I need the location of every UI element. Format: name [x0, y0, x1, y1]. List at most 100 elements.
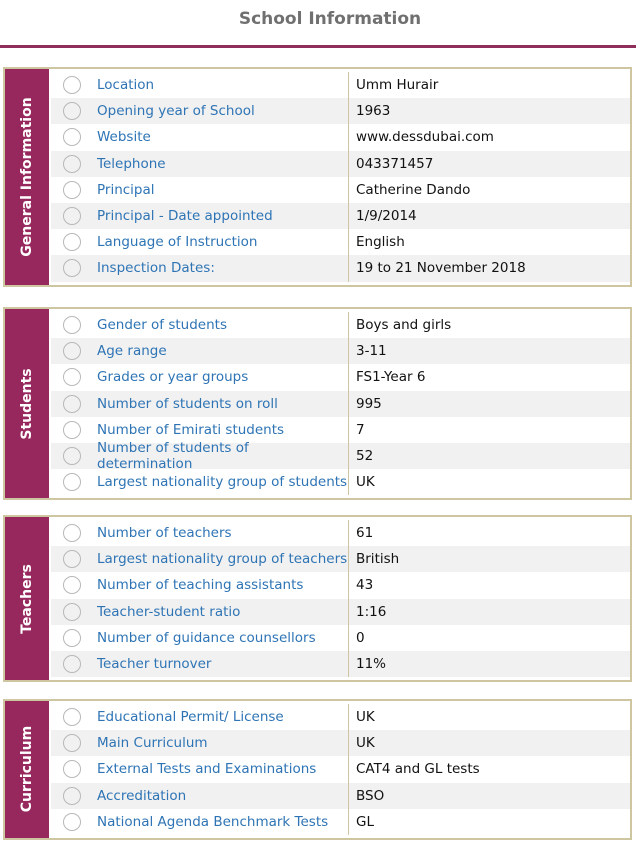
row: Number of Emirati students 7: [51, 416, 630, 443]
title-rule: [0, 45, 636, 48]
row-value: 43: [356, 577, 374, 594]
page-title: School Information: [238, 9, 422, 29]
icon: [63, 708, 81, 727]
icon: [63, 447, 81, 466]
row-label: Website: [93, 124, 349, 151]
row-value: CAT4 and GL tests: [356, 761, 480, 778]
icon: [63, 655, 81, 674]
icon-cell: [51, 469, 93, 495]
icon-cell: [51, 124, 93, 150]
section: Curriculum Educational Permit/ License UK M…: [3, 699, 632, 840]
row: External Tests and Examinations CAT4 and …: [51, 756, 630, 783]
row: Number of students on roll 995: [51, 390, 630, 417]
icon: [63, 628, 81, 647]
row: Location Umm Hurair: [51, 72, 630, 99]
row-value: English: [356, 234, 405, 251]
row-label: Inspection Dates:: [93, 255, 349, 282]
section-name: Teachers: [19, 563, 35, 634]
row: Gender of students Boys and girls: [51, 312, 630, 339]
icon: [63, 368, 81, 387]
icon-cell: [51, 391, 93, 417]
section-rows: Number of teachers 61 Largest nationality …: [49, 517, 630, 680]
icon-cell: [51, 203, 93, 229]
row: Grades or year groups FS1-Year 6: [51, 364, 630, 391]
section-side: Curriculum: [5, 701, 49, 838]
row-label: Location: [93, 72, 349, 99]
row-label: Largest nationality group of teachers: [93, 546, 349, 573]
row: Number of guidance counsellors 0: [51, 624, 630, 651]
icon: [63, 154, 81, 173]
row-label: Teacher turnover: [93, 650, 349, 678]
icon-cell: [51, 730, 93, 756]
row: National Agenda Benchmark Tests GL: [51, 808, 630, 835]
row-label: Age range: [93, 338, 349, 365]
row-value: FS1-Year 6: [356, 369, 426, 386]
icon-cell: [51, 312, 93, 338]
row-label: Educational Permit/ License: [93, 704, 349, 731]
icon-cell: [51, 756, 93, 782]
icon: [63, 576, 81, 595]
row: Main Curriculum UK: [51, 730, 630, 757]
row-label: Accreditation: [93, 782, 349, 809]
row-label: Principal - Date appointed: [93, 202, 349, 230]
row: Teacher-student ratio 1:16: [51, 598, 630, 625]
icon: [63, 316, 81, 335]
icon-cell: [51, 177, 93, 203]
section: General Information Location Umm Hurair Ope…: [3, 67, 632, 287]
icon: [63, 550, 81, 569]
row: Number of students of determination 52: [51, 440, 630, 472]
icon: [63, 259, 81, 278]
row-label: Number of students of determination: [93, 440, 349, 472]
icon: [63, 102, 81, 121]
icon: [63, 473, 81, 492]
icon-cell: [51, 338, 93, 364]
icon-cell: [51, 443, 93, 469]
row-label: Principal: [93, 176, 349, 203]
row-value: GL: [356, 813, 374, 830]
row: Number of teachers 61: [51, 520, 630, 547]
icon: [63, 128, 81, 147]
section-name: General Information: [19, 97, 35, 257]
row-value: UK: [356, 474, 375, 491]
row-value: Catherine Dando: [356, 181, 471, 198]
icon-cell: [51, 546, 93, 572]
icon: [63, 180, 81, 199]
section-name: Curriculum: [19, 726, 35, 813]
icon-cell: [51, 704, 93, 730]
row-label: Number of guidance counsellors: [93, 624, 349, 651]
icon: [63, 602, 81, 621]
row: Largest nationality group of students UK: [51, 469, 630, 496]
icon-cell: [51, 599, 93, 625]
row-value: 3-11: [356, 343, 387, 360]
row-label: Largest nationality group of students: [93, 469, 349, 496]
row-value: 61: [356, 525, 374, 542]
icon-cell: [51, 364, 93, 390]
icon: [63, 420, 81, 439]
row-value: 1963: [356, 103, 391, 120]
section-side: General Information: [5, 69, 49, 285]
row-value: 7: [356, 421, 365, 438]
row-value: 52: [356, 448, 374, 465]
row-value: www.dessdubai.com: [356, 129, 494, 146]
icon-cell: [51, 72, 93, 98]
section-side: Students: [5, 309, 49, 499]
row-label: Opening year of School: [93, 98, 349, 125]
icon-cell: [51, 151, 93, 177]
row-value: 19 to 21 November 2018: [356, 260, 526, 277]
row-value: UK: [356, 709, 375, 726]
section-side: Teachers: [5, 517, 49, 681]
row-value: British: [356, 551, 400, 568]
row-label: Teacher-student ratio: [93, 598, 349, 625]
icon: [63, 786, 81, 805]
row-value: BSO: [356, 787, 385, 804]
row: Principal Catherine Dando: [51, 176, 630, 203]
row-value: 1:16: [356, 603, 387, 620]
icon-cell: [51, 255, 93, 281]
row-label: Main Curriculum: [93, 730, 349, 757]
row-label: Telephone: [93, 150, 349, 177]
row-label: Number of Emirati students: [93, 416, 349, 443]
icon: [63, 812, 81, 831]
row-label: National Agenda Benchmark Tests: [93, 808, 349, 835]
row-value: 11%: [356, 656, 387, 673]
